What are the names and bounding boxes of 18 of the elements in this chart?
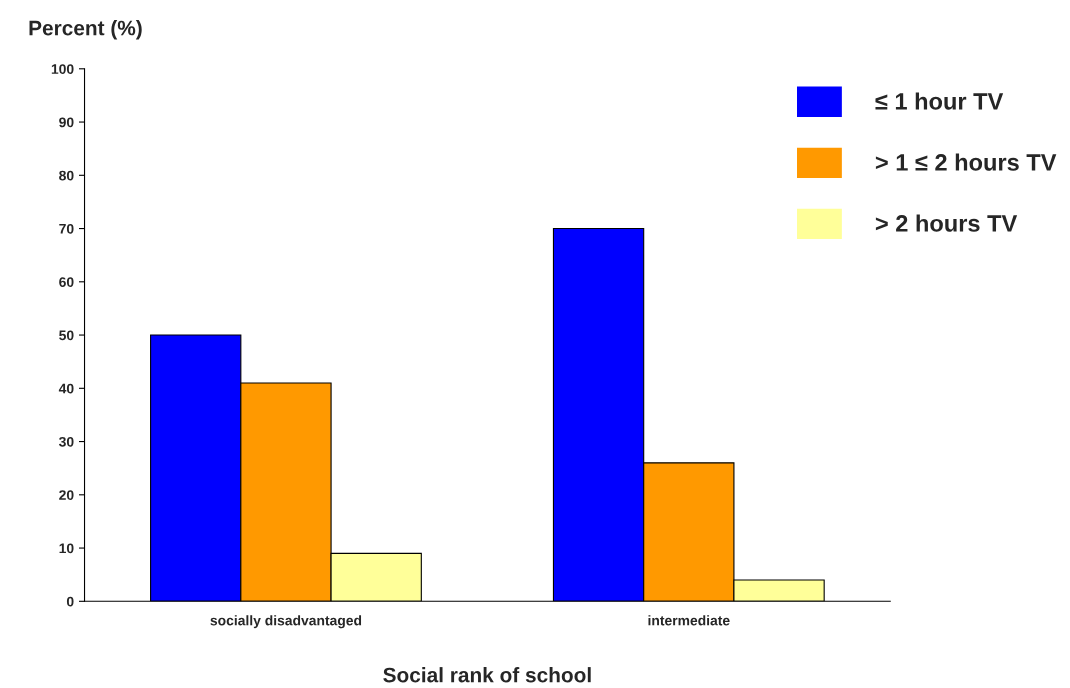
y-axis-title: Percent (%)	[29, 20, 142, 40]
y-tick-label: 70	[59, 223, 74, 234]
x-tick-label: socially disadvantaged	[210, 615, 362, 629]
x-tick-label: intermediate	[648, 615, 730, 626]
legend-label: > 2 hours TV	[875, 214, 1018, 232]
y-tick-label: 20	[59, 490, 74, 500]
y-tick-label: 60	[59, 277, 74, 287]
y-tick-label: 80	[59, 170, 74, 181]
legend-label: ≤ 1 hour TV	[875, 92, 1004, 110]
legend-label: > 1 ≤ 2 hours TV	[875, 153, 1057, 171]
y-tick-label: 30	[58, 436, 74, 447]
y-tick-label: 50	[59, 330, 74, 341]
y-tick-label: 0	[66, 596, 74, 607]
y-tick-label: 100	[51, 64, 74, 74]
y-tick-label: 40	[58, 383, 74, 394]
y-tick-label: 10	[59, 543, 74, 554]
x-axis-title: Social rank of school	[383, 667, 591, 683]
y-tick-label: 90	[59, 117, 74, 128]
